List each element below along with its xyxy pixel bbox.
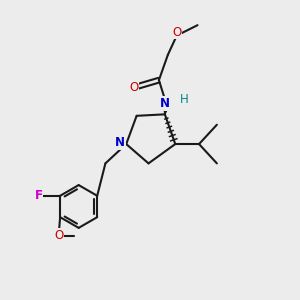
Text: O: O [129, 81, 138, 94]
Text: O: O [54, 229, 63, 242]
Text: F: F [34, 189, 42, 202]
Text: N: N [160, 98, 170, 110]
Text: N: N [115, 136, 125, 149]
Polygon shape [163, 103, 170, 114]
Text: O: O [172, 26, 182, 38]
Text: H: H [180, 93, 189, 106]
